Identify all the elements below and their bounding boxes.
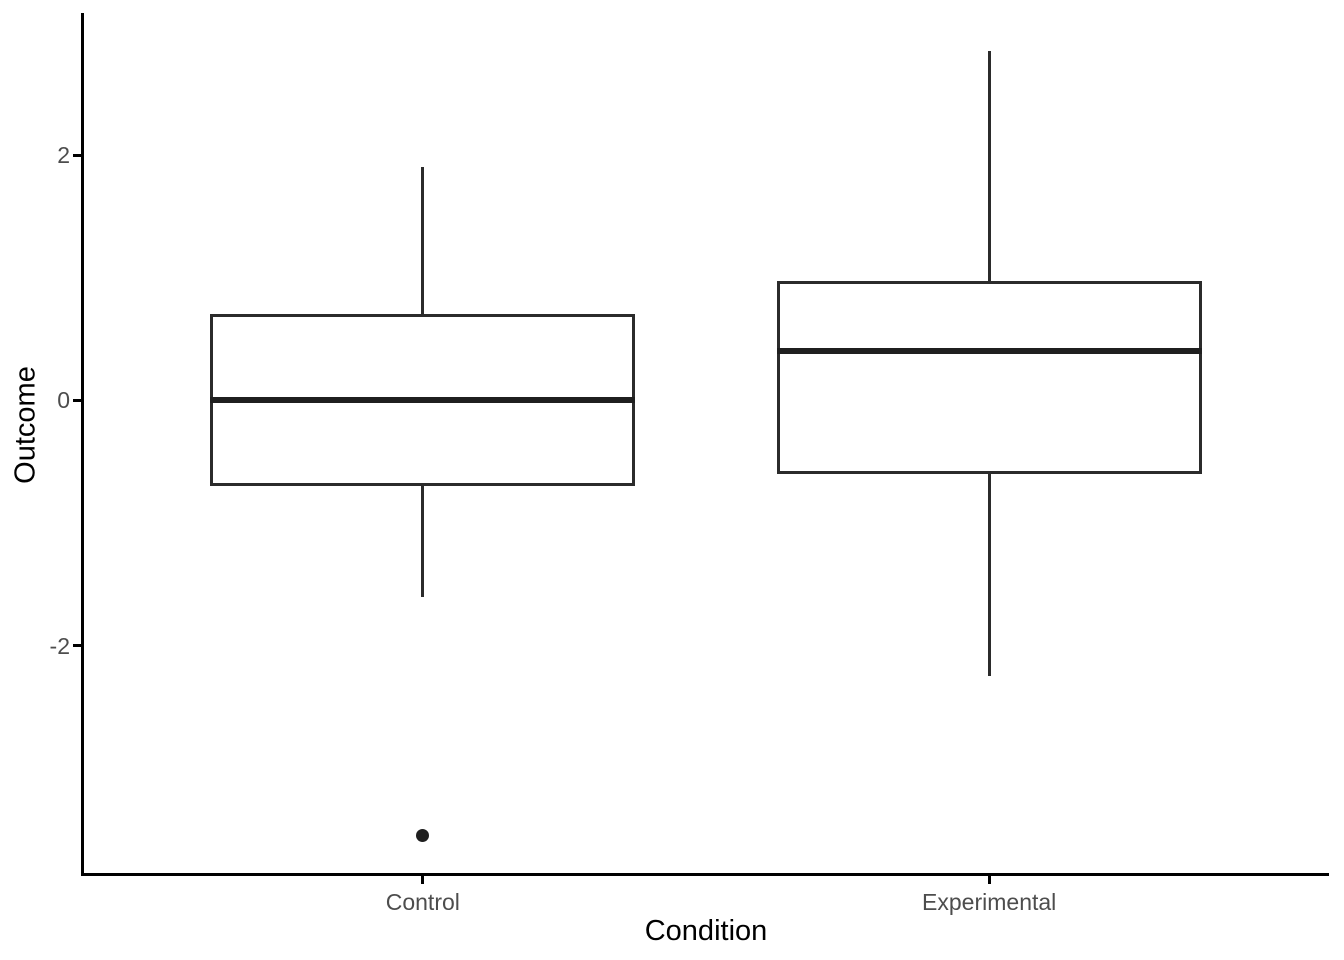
outlier-point bbox=[416, 829, 430, 843]
x-tick-mark bbox=[421, 876, 425, 884]
y-tick-mark bbox=[73, 644, 81, 648]
x-axis-title: Condition bbox=[644, 915, 768, 947]
x-axis-line bbox=[81, 873, 1329, 876]
whisker-upper bbox=[421, 167, 425, 315]
y-axis-title: Outcome bbox=[9, 366, 42, 484]
x-category-label: Control bbox=[385, 889, 460, 915]
y-tick-label: -2 bbox=[49, 632, 70, 659]
y-tick-label: 0 bbox=[57, 387, 70, 414]
y-axis-line bbox=[81, 13, 84, 876]
x-category-label: Experimental bbox=[922, 889, 1057, 915]
y-tick-label: 2 bbox=[57, 142, 70, 169]
median-line bbox=[776, 348, 1202, 355]
median-line bbox=[210, 397, 636, 404]
y-tick-mark bbox=[73, 398, 81, 402]
x-tick-mark bbox=[987, 876, 991, 884]
y-tick-mark bbox=[73, 153, 81, 157]
box-iqr bbox=[776, 281, 1202, 474]
whisker-lower bbox=[987, 473, 991, 677]
whisker-lower bbox=[421, 486, 425, 597]
whisker-upper bbox=[987, 50, 991, 282]
